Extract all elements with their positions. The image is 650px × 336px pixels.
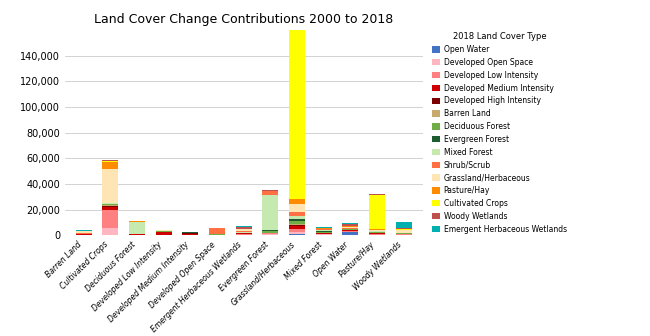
Bar: [343, 232, 358, 235]
Bar: [289, 216, 305, 219]
Bar: [236, 232, 252, 233]
Bar: [263, 231, 278, 233]
Bar: [289, 15, 305, 17]
Bar: [102, 228, 118, 235]
Bar: [369, 229, 385, 230]
Bar: [343, 229, 358, 230]
Bar: [343, 223, 358, 224]
Bar: [343, 224, 358, 225]
Bar: [289, 226, 305, 229]
Bar: [236, 229, 252, 232]
Bar: [289, 204, 305, 211]
Bar: [263, 192, 278, 195]
Bar: [343, 231, 358, 232]
Bar: [369, 231, 385, 232]
Bar: [209, 228, 225, 234]
Bar: [263, 195, 278, 230]
Bar: [129, 222, 145, 234]
Bar: [156, 232, 172, 235]
Bar: [183, 233, 198, 234]
Bar: [316, 234, 332, 235]
Bar: [316, 227, 332, 228]
Bar: [236, 234, 252, 235]
Bar: [396, 233, 412, 234]
Bar: [316, 232, 332, 233]
Bar: [289, 199, 305, 204]
Bar: [289, 225, 305, 226]
Bar: [75, 230, 92, 231]
Bar: [102, 162, 118, 169]
Bar: [289, 219, 305, 221]
Bar: [396, 222, 412, 228]
Bar: [369, 232, 385, 233]
Bar: [102, 204, 118, 205]
Bar: [102, 203, 118, 204]
Bar: [316, 229, 332, 230]
Title: Land Cover Change Contributions 2000 to 2018: Land Cover Change Contributions 2000 to …: [94, 13, 393, 26]
Bar: [75, 232, 92, 234]
Bar: [102, 206, 118, 207]
Bar: [343, 230, 358, 231]
Legend: Open Water, Developed Open Space, Developed Low Intensity, Developed Medium Inte: Open Water, Developed Open Space, Develo…: [430, 30, 569, 236]
Bar: [369, 194, 385, 195]
Bar: [343, 228, 358, 229]
Bar: [263, 234, 278, 235]
Bar: [396, 230, 412, 233]
Bar: [289, 17, 305, 20]
Bar: [102, 160, 118, 161]
Bar: [289, 20, 305, 199]
Bar: [289, 234, 305, 235]
Bar: [289, 224, 305, 225]
Bar: [102, 207, 118, 210]
Bar: [369, 195, 385, 229]
Bar: [343, 226, 358, 228]
Bar: [289, 229, 305, 232]
Bar: [263, 190, 278, 191]
Bar: [102, 161, 118, 162]
Bar: [236, 226, 252, 227]
Bar: [289, 232, 305, 234]
Bar: [102, 205, 118, 206]
Bar: [316, 233, 332, 234]
Bar: [102, 210, 118, 228]
Bar: [236, 227, 252, 228]
Bar: [396, 234, 412, 235]
Bar: [396, 228, 412, 229]
Bar: [369, 230, 385, 231]
Bar: [289, 221, 305, 224]
Bar: [183, 234, 198, 235]
Bar: [369, 234, 385, 235]
Bar: [263, 233, 278, 234]
Bar: [263, 230, 278, 231]
Bar: [102, 169, 118, 203]
Bar: [289, 211, 305, 216]
Bar: [316, 230, 332, 232]
